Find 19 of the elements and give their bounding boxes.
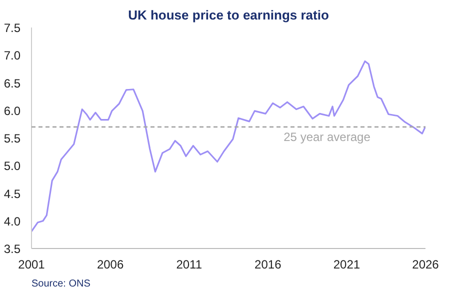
y-tick-label: 4.5: [4, 186, 21, 201]
y-tick-label: 5.5: [4, 132, 21, 146]
source-note: Source: ONS: [32, 278, 91, 290]
y-tick-label: 6.0: [4, 104, 21, 118]
line-series: [32, 60, 426, 232]
y-tick-label: 4.0: [4, 214, 21, 228]
x-tick-label: 2001: [18, 258, 46, 272]
x-tick-label: 2026: [412, 258, 440, 272]
x-tick-label: 2006: [96, 258, 124, 272]
chart-title: UK house price to earnings ratio: [128, 8, 329, 22]
x-tick-label: 2021: [333, 258, 360, 272]
y-tick-label: 6.5: [4, 76, 21, 90]
ref-line-label: 25 year average: [284, 130, 371, 144]
y-tick-label: 7.5: [4, 21, 21, 35]
y-tick-label: 7.0: [4, 48, 21, 63]
y-tick-label: 3.5: [4, 242, 21, 256]
y-tick-label: 5.0: [4, 159, 21, 174]
x-tick-label: 2011: [176, 258, 202, 272]
x-tick-label: 2016: [254, 258, 282, 272]
